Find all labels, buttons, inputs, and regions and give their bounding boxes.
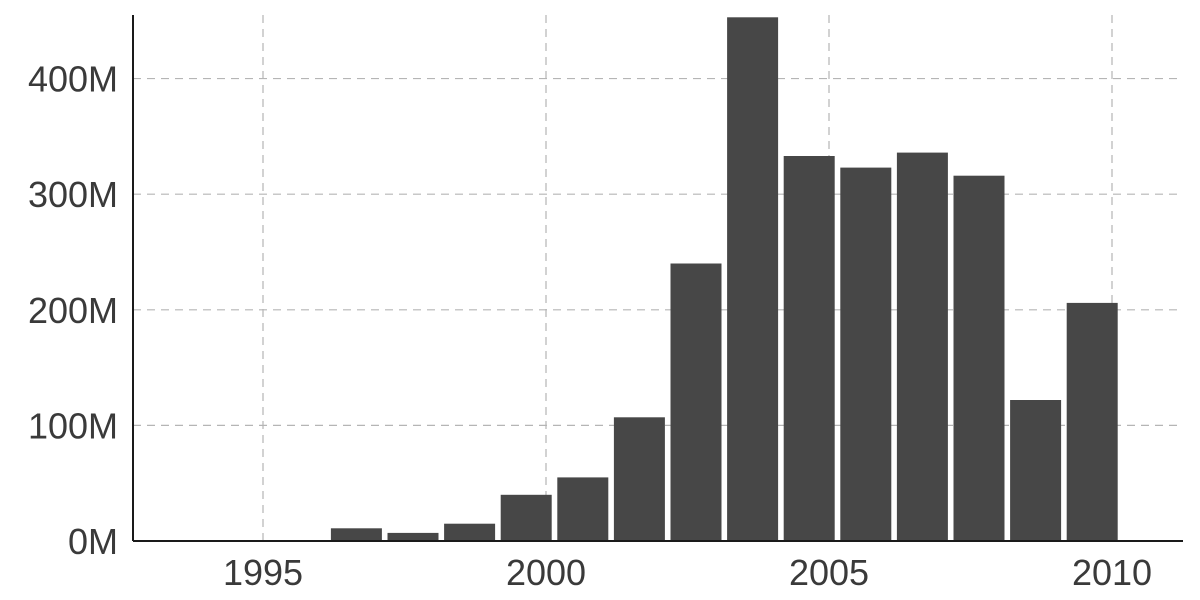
bar-1998 [387, 532, 439, 541]
x-tick-labels: 1995 2000 2005 2010 [223, 552, 1152, 593]
y-tick-label: 300M [28, 174, 118, 215]
bar-2003 [670, 263, 722, 541]
bar-1999 [444, 523, 496, 541]
bar-2004 [727, 17, 779, 542]
x-tick-label: 1995 [223, 552, 303, 593]
y-tick-label: 400M [28, 59, 118, 100]
bar-2006 [840, 167, 892, 541]
bar-2000 [500, 494, 552, 541]
y-tick-label: 100M [28, 405, 118, 446]
bar-2007 [896, 152, 948, 541]
x-tick-label: 2010 [1072, 552, 1152, 593]
bar-1997 [330, 528, 382, 541]
bar-2002 [613, 417, 665, 541]
bar-2005 [783, 156, 835, 541]
axes [132, 15, 1183, 542]
bar-2009 [1010, 400, 1062, 541]
y-tick-labels: 0M 100M 200M 300M 400M [28, 59, 118, 562]
x-tick-label: 2000 [506, 552, 586, 593]
x-tick-label: 2005 [789, 552, 869, 593]
bar-2010 [1066, 302, 1118, 541]
bars [330, 17, 1118, 542]
bar-2001 [557, 477, 609, 541]
y-tick-label: 200M [28, 290, 118, 331]
y-tick-label: 0M [68, 521, 118, 562]
bar-2008 [953, 175, 1005, 541]
